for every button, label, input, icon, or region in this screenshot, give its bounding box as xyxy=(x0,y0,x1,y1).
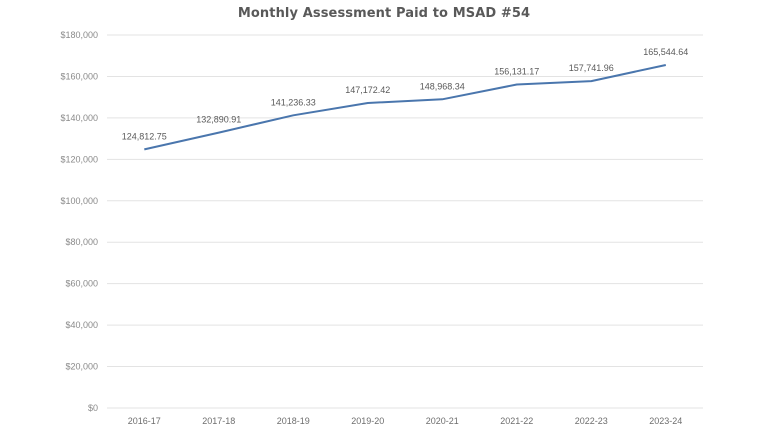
data-label: 124,812.75 xyxy=(122,131,167,141)
data-label: 141,236.33 xyxy=(271,97,316,107)
x-tick-label: 2023-24 xyxy=(649,416,682,426)
x-tick-label: 2019-20 xyxy=(351,416,384,426)
data-labels: 124,812.75 132,890.91 141,236.33 147,172.42… xyxy=(122,47,689,141)
y-tick-label: $140,000 xyxy=(60,113,98,123)
gridlines xyxy=(107,34,703,409)
data-label: 157,741.96 xyxy=(569,63,614,73)
y-axis-labels: $0 $20,000 $40,000 $60,000 $80,000 $100,000 $1… xyxy=(60,30,98,413)
data-label: 147,172.42 xyxy=(345,85,390,95)
y-tick-label: $160,000 xyxy=(60,71,98,81)
chart-title: Monthly Assessment Paid to MSAD #54 xyxy=(237,6,531,21)
series-line xyxy=(144,64,667,151)
data-label: 156,131.17 xyxy=(494,66,539,76)
data-label: 165,544.64 xyxy=(643,47,688,57)
x-tick-label: 2018-19 xyxy=(277,416,310,426)
y-tick-label: $60,000 xyxy=(65,279,98,289)
y-tick-label: $40,000 xyxy=(65,320,98,330)
x-axis-labels: 2016-17 2017-18 2018-19 2019-20 2020-21 2021-… xyxy=(128,416,683,426)
y-tick-label: $100,000 xyxy=(60,196,98,206)
x-tick-label: 2022-23 xyxy=(575,416,608,426)
y-tick-label: $180,000 xyxy=(60,30,98,40)
data-label: 132,890.91 xyxy=(196,115,241,125)
y-tick-label: $80,000 xyxy=(65,237,98,247)
x-tick-label: 2021-22 xyxy=(500,416,533,426)
data-label: 148,968.34 xyxy=(420,81,465,91)
x-tick-label: 2017-18 xyxy=(202,416,235,426)
y-tick-label: $0 xyxy=(88,403,98,413)
x-tick-label: 2020-21 xyxy=(426,416,459,426)
x-tick-label: 2016-17 xyxy=(128,416,161,426)
y-tick-label: $20,000 xyxy=(65,362,98,372)
y-tick-label: $120,000 xyxy=(60,154,98,164)
